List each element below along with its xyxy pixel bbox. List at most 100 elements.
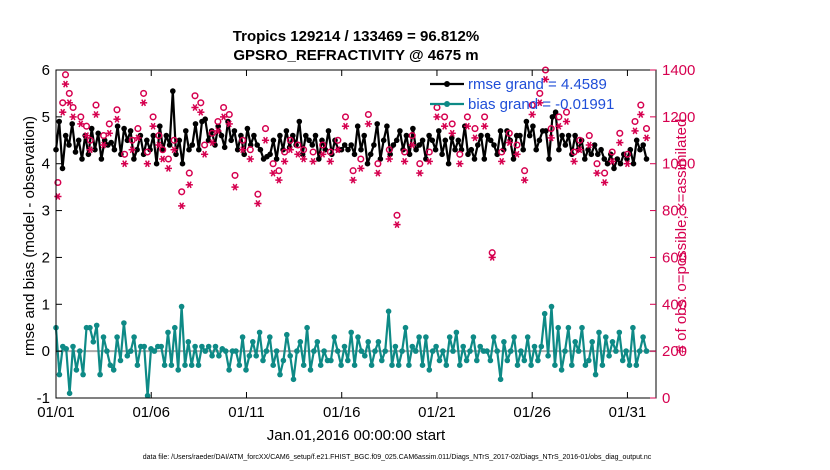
possible-obs-marker — [140, 89, 148, 97]
rmse-point — [69, 121, 75, 127]
bias-point — [250, 339, 256, 345]
bias-point — [144, 392, 151, 399]
rmse-point — [565, 132, 572, 139]
possible-obs-marker — [69, 103, 77, 112]
bias-point — [216, 353, 222, 359]
rmse-point — [79, 156, 85, 162]
bias-point — [619, 357, 626, 364]
rmse-point — [614, 156, 621, 162]
bias-point — [467, 348, 473, 354]
assimilated-obs-marker — [65, 99, 73, 107]
possible-obs-marker — [220, 103, 228, 112]
possible-obs-marker — [82, 122, 91, 130]
possible-obs-marker — [191, 92, 199, 100]
bias-point — [341, 343, 348, 350]
assimilated-obs-marker — [275, 176, 283, 184]
rmse-point — [134, 146, 140, 153]
assimilated-obs-marker — [269, 169, 277, 177]
rmse-point — [121, 125, 127, 132]
bias-point — [239, 334, 246, 340]
possible-obs-marker — [105, 120, 113, 128]
rmse-point — [348, 142, 355, 148]
rmse-point — [231, 128, 238, 134]
rmse-point — [173, 151, 179, 158]
possible-obs-marker — [536, 89, 544, 97]
rmse-point — [530, 123, 536, 129]
rmse-point — [549, 114, 556, 120]
rmse-point — [526, 132, 533, 139]
assimilated-obs-marker — [562, 118, 571, 125]
bias-point — [273, 348, 280, 354]
bias-point — [372, 348, 378, 354]
possible-obs-marker — [201, 141, 209, 149]
bias-point — [307, 367, 314, 373]
rmse-point — [364, 160, 371, 167]
rmse-point — [296, 118, 303, 125]
rmse-point — [484, 132, 491, 139]
possible-obs-marker — [208, 129, 216, 137]
possible-obs-marker — [441, 113, 449, 121]
y2-tick-label: 400 — [662, 296, 687, 313]
assimilated-obs-marker — [364, 120, 372, 128]
x-tick-label: 01/26 — [513, 404, 551, 421]
assimilated-obs-marker — [140, 99, 148, 107]
bias-point — [172, 324, 178, 331]
possible-obs-marker — [309, 148, 317, 156]
possible-obs-marker — [269, 160, 277, 168]
assimilated-obs-marker — [349, 176, 357, 184]
assimilated-obs-marker — [456, 160, 464, 168]
assimilated-obs-marker — [86, 146, 94, 154]
rmse-point — [221, 144, 228, 151]
bias-point — [416, 334, 422, 340]
assimilated-obs-marker — [61, 80, 70, 88]
possible-obs-marker — [623, 150, 631, 158]
bias-point — [395, 362, 402, 369]
assimilated-obs-marker — [393, 221, 401, 229]
assimilated-obs-marker — [600, 179, 609, 186]
possible-obs-marker — [408, 132, 416, 140]
bias-point — [192, 343, 198, 350]
possible-obs-marker — [456, 150, 464, 158]
bias-point — [195, 362, 202, 369]
possible-obs-marker — [505, 129, 513, 137]
bias-point — [134, 362, 141, 369]
bias-point — [575, 348, 582, 354]
rmse-point — [432, 146, 439, 153]
bias-point — [236, 362, 243, 369]
assimilated-obs-marker — [576, 146, 584, 154]
rmse-point — [475, 142, 481, 148]
bias-point — [460, 343, 467, 350]
bias-point — [121, 320, 127, 326]
bias-point — [300, 362, 307, 369]
y-tick-label: 0 — [42, 343, 50, 360]
rmse-point — [316, 156, 322, 162]
rmse-point — [468, 146, 475, 153]
assimilated-obs-marker — [170, 146, 178, 154]
possible-obs-marker — [608, 148, 616, 156]
bias-point — [636, 348, 643, 354]
assimilated-obs-marker — [54, 193, 62, 200]
assimilated-obs-marker — [631, 127, 639, 135]
possible-obs-marker — [134, 125, 142, 133]
bias-point — [284, 331, 290, 338]
y2-tick-label: 200 — [662, 343, 687, 360]
chart-title: Tropics 129214 / 133469 = 96.812% — [233, 28, 479, 45]
rmse-point — [309, 142, 316, 148]
x-tick-label: 01/31 — [609, 404, 647, 421]
bias-point — [524, 334, 531, 340]
bias-point — [436, 357, 443, 364]
y2-tick-label: 1200 — [662, 109, 695, 126]
rmse-point — [85, 151, 92, 158]
bias-point — [477, 343, 484, 350]
bias-point — [582, 362, 589, 369]
possible-obs-marker — [433, 103, 441, 112]
bias-point — [470, 334, 477, 340]
assimilated-obs-marker — [513, 150, 521, 158]
possible-obs-marker — [416, 160, 424, 168]
bias-point — [334, 348, 341, 354]
bias-point — [392, 343, 399, 350]
data-file-footer: data file: /Users/raeder/DAI/ATM_forcXX/… — [143, 454, 652, 461]
bias-point — [389, 362, 395, 369]
assimilated-obs-marker — [99, 141, 108, 149]
